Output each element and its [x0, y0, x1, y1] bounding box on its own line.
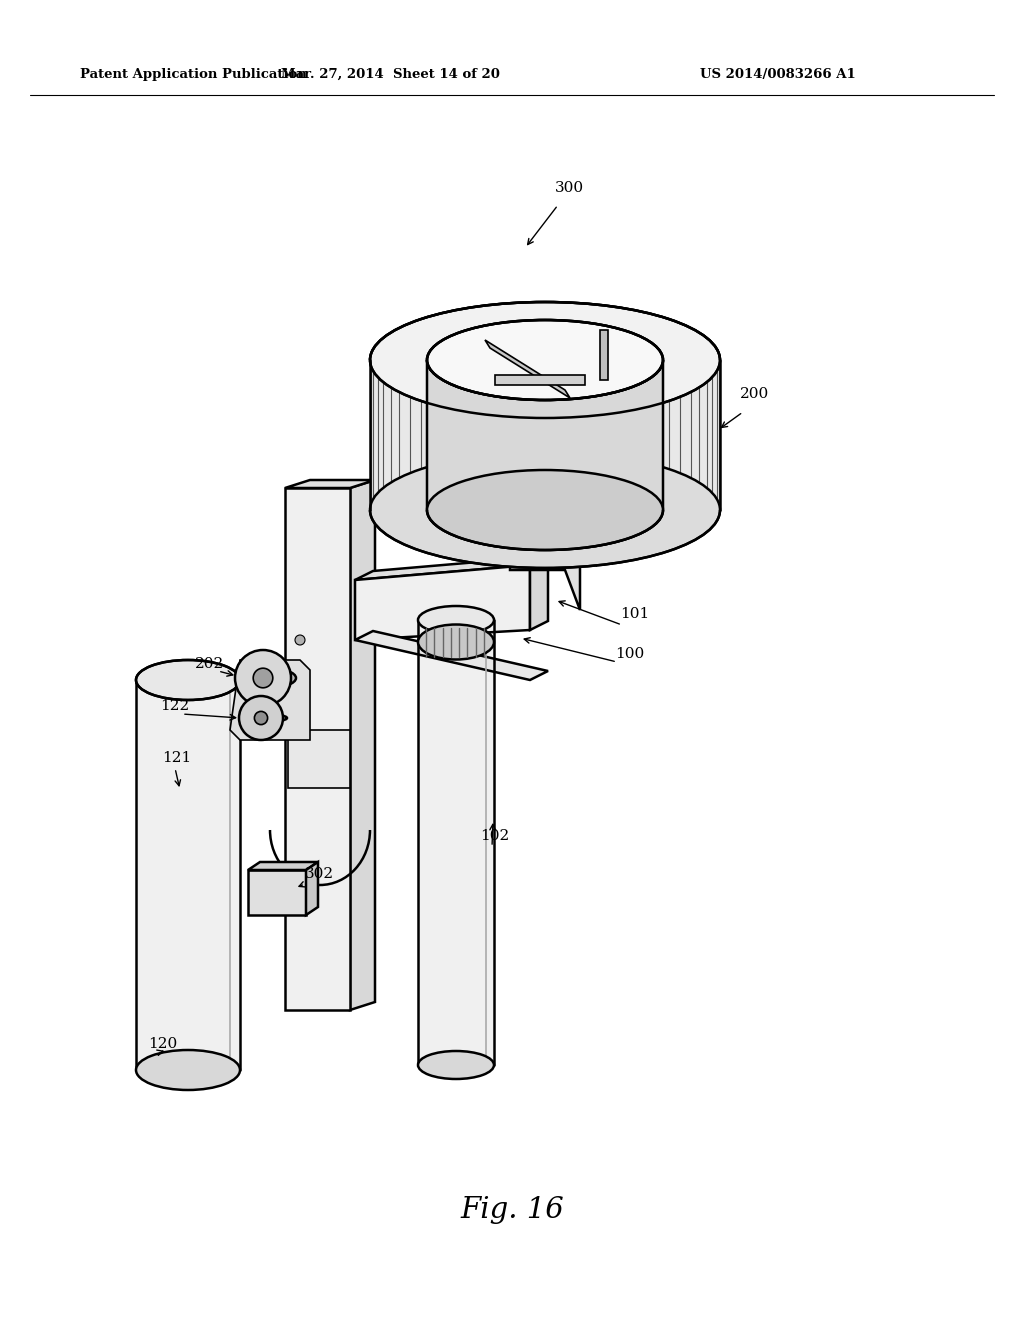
Polygon shape [355, 556, 548, 579]
Circle shape [239, 696, 283, 741]
Text: 102: 102 [480, 829, 509, 843]
Ellipse shape [427, 470, 663, 550]
Polygon shape [306, 862, 318, 915]
Text: US 2014/0083266 A1: US 2014/0083266 A1 [700, 69, 856, 81]
Polygon shape [495, 375, 585, 385]
Text: Patent Application Publication: Patent Application Publication [80, 69, 307, 81]
Polygon shape [248, 862, 318, 870]
Ellipse shape [136, 660, 240, 700]
Polygon shape [350, 480, 375, 1010]
Text: 300: 300 [555, 181, 584, 195]
Text: 200: 200 [740, 387, 769, 401]
Polygon shape [418, 620, 494, 1065]
Polygon shape [230, 660, 310, 741]
Polygon shape [355, 565, 530, 640]
Polygon shape [355, 631, 548, 680]
Text: 121: 121 [162, 751, 191, 766]
Ellipse shape [240, 668, 296, 688]
Polygon shape [530, 556, 548, 630]
Text: 202: 202 [195, 657, 224, 671]
Polygon shape [485, 341, 570, 399]
Ellipse shape [427, 319, 663, 400]
Circle shape [295, 715, 305, 725]
Polygon shape [427, 360, 663, 550]
Polygon shape [370, 360, 720, 568]
Text: Mar. 27, 2014  Sheet 14 of 20: Mar. 27, 2014 Sheet 14 of 20 [281, 69, 500, 81]
Polygon shape [285, 480, 375, 488]
Polygon shape [288, 730, 350, 788]
Polygon shape [248, 870, 306, 915]
Circle shape [254, 711, 267, 725]
Ellipse shape [136, 1049, 240, 1090]
Text: 120: 120 [148, 1038, 177, 1051]
Text: Fig. 16: Fig. 16 [460, 1196, 564, 1224]
Circle shape [295, 675, 305, 685]
Ellipse shape [418, 624, 494, 660]
Ellipse shape [370, 451, 720, 568]
Ellipse shape [418, 606, 494, 634]
Text: 100: 100 [615, 647, 644, 661]
Polygon shape [510, 520, 580, 610]
Text: 302: 302 [305, 867, 334, 880]
Ellipse shape [243, 714, 287, 722]
Text: 101: 101 [620, 607, 649, 620]
Circle shape [234, 649, 291, 706]
Polygon shape [285, 488, 350, 1010]
Ellipse shape [370, 302, 720, 418]
Ellipse shape [418, 1051, 494, 1078]
Polygon shape [136, 680, 240, 1071]
Circle shape [295, 635, 305, 645]
Circle shape [253, 668, 272, 688]
Polygon shape [600, 330, 608, 380]
Text: 122: 122 [160, 700, 189, 713]
